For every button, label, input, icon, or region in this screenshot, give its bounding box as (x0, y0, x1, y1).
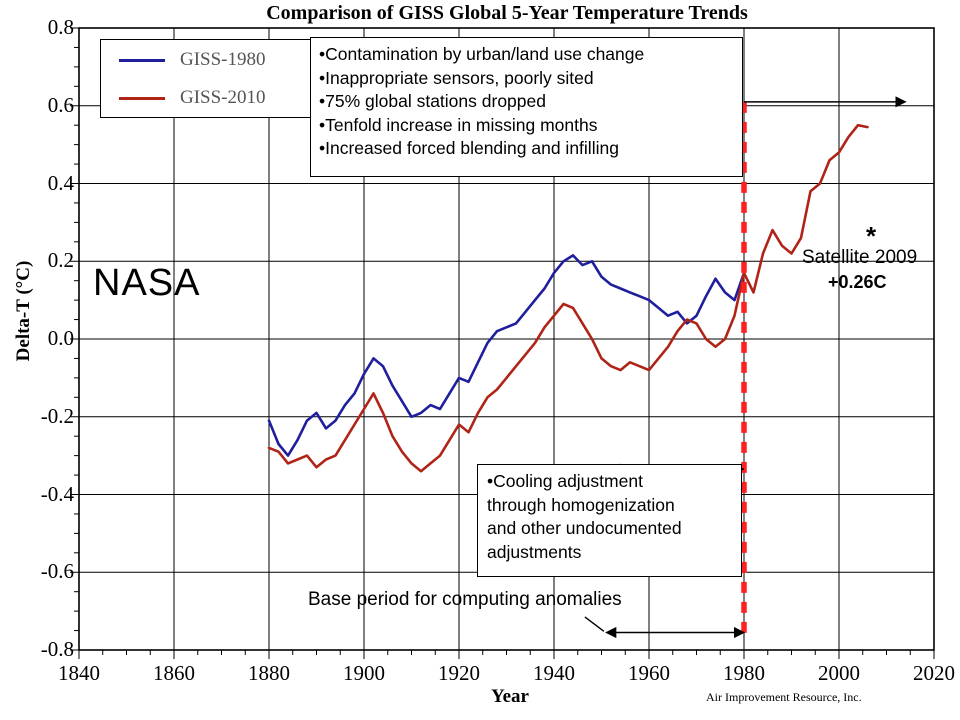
y-tick-label: 0.8 (47, 15, 74, 39)
x-tick-label: 2020 (913, 661, 955, 685)
issues-line-4: •Tenfold increase in missing months (319, 114, 598, 135)
x-tick-label: 1900 (343, 661, 385, 685)
y-tick-label: -0.2 (40, 403, 74, 428)
cooling-callout-box: •Cooling adjustment through homogenizati… (477, 464, 742, 577)
data-series (267, 123, 869, 473)
satellite-value-label: +0.26C (828, 272, 887, 292)
legend-swatch-giss-1980 (119, 58, 165, 62)
cooling-line-4: adjustments (487, 541, 582, 562)
y-tick-label: 0.0 (47, 326, 74, 350)
x-tick-label: 1940 (533, 661, 575, 685)
cooling-line-3: and other undocumented (487, 518, 682, 538)
plot-frame (78, 27, 935, 651)
x-tick-label: 2000 (818, 661, 860, 685)
x-tick-label: 1840 (58, 661, 100, 685)
x-tick-label: 1880 (248, 661, 290, 685)
cooling-line-1: •Cooling adjustment (487, 471, 643, 491)
legend-item-giss-1980[interactable]: GISS-1980 (101, 41, 312, 79)
y-axis-tick-labels: 0.8 0.6 0.4 0.2 0.0 -0.2 -0.4 -0.6 -0.8 (0, 0, 74, 720)
cooling-line-2: through homogenization (487, 494, 675, 515)
y-tick-label: -0.8 (40, 637, 74, 661)
y-axis-label: Delta-T (°C) (13, 260, 34, 362)
legend: GISS-1980 GISS-2010 (100, 39, 313, 118)
issues-line-1: •Contamination by urban/land use change (319, 44, 645, 64)
x-axis-tick-labels: 1840 1860 1880 1900 1920 1940 1960 1980 2000 2020 (0, 657, 960, 697)
y-tick-label: 0.4 (47, 170, 74, 195)
x-tick-label: 1980 (723, 661, 765, 685)
series-line-giss-1980 (267, 254, 746, 457)
axis-ticks (70, 27, 935, 659)
y-tick-label: 0.6 (47, 92, 74, 117)
y-tick-label: 0.2 (47, 248, 74, 273)
x-tick-label: 1920 (438, 661, 480, 685)
legend-label-giss-2010: GISS-2010 (180, 87, 266, 108)
x-tick-label: 1860 (153, 661, 195, 685)
page-title: Comparison of GISS Global 5-Year Tempera… (266, 2, 748, 24)
satellite-label: Satellite 2009 (802, 247, 918, 268)
base-period-label: Base period for computing anomalies (308, 589, 622, 610)
legend-label-giss-1980: GISS-1980 (180, 49, 266, 70)
plot-border (78, 27, 935, 651)
y-tick-label: -0.6 (40, 559, 74, 584)
issues-callout-box: •Contamination by urban/land use change … (310, 37, 743, 177)
issues-line-2: •Inappropriate sensors, poorly sited (319, 67, 594, 88)
x-tick-label: 1960 (628, 661, 670, 685)
series-line-giss-2010 (267, 123, 869, 473)
asterisk-icon: * (866, 221, 877, 251)
issues-line-3: •75% global stations dropped (319, 91, 546, 111)
leader-line-base-period (584, 616, 605, 632)
issues-line-5: •Increased forced blending and infilling (319, 138, 619, 158)
legend-item-giss-2010[interactable]: GISS-2010 (101, 79, 312, 117)
y-tick-label: -0.4 (40, 481, 74, 506)
legend-swatch-giss-2010 (119, 96, 165, 100)
nasa-label: NASA (93, 262, 201, 304)
credit-label: Air Improvement Resource, Inc. (706, 690, 862, 704)
x-axis-label: Year (491, 686, 529, 707)
